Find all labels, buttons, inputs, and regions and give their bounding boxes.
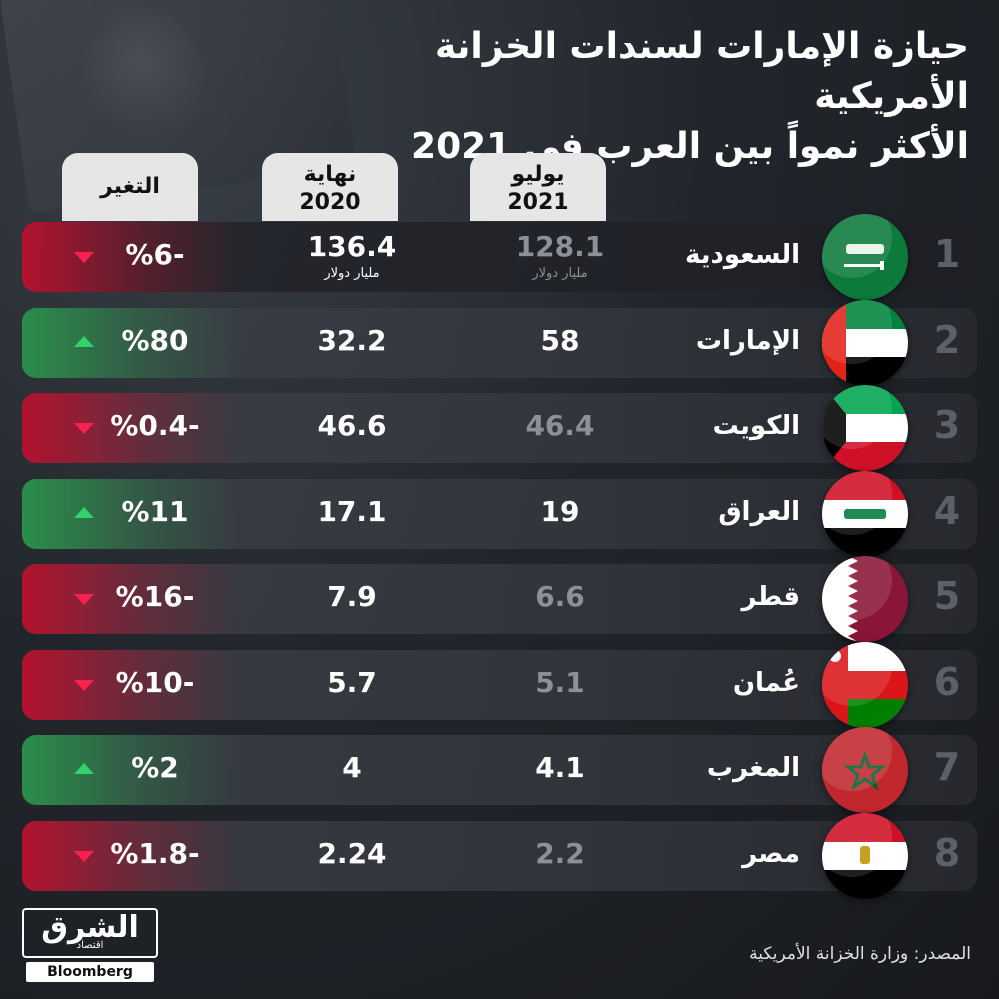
country-name: مصر	[742, 838, 800, 869]
table-row: 8 مصر 2.2 2.24 %1.8-	[22, 812, 977, 899]
value-july-2021: 128.1	[515, 230, 605, 263]
flag-kuwait-icon	[822, 385, 908, 471]
value-end-2020: 17.1	[317, 494, 387, 528]
country-name: الكويت	[712, 411, 800, 441]
table-row: 1 السعودية 128.1 136.4 %6- مليار دولار مليار د…	[22, 214, 977, 300]
value-end-2020: 136.4	[307, 230, 397, 263]
country-name: الإمارات	[695, 325, 800, 356]
change-highlight	[22, 820, 242, 891]
table-row: 2 الإمارات 58 32.2 %80	[22, 299, 977, 386]
value-july-2021: 46.4	[525, 409, 595, 442]
flag-uae-icon	[822, 299, 908, 386]
arrow-down-icon	[74, 594, 94, 605]
logo-bloomberg: Bloomberg	[26, 962, 154, 982]
flag-oman-icon	[822, 641, 908, 728]
table-row: 7 المغرب 4.1 4 %2	[22, 727, 977, 813]
value-end-2020: 4	[342, 751, 362, 784]
value-july-2021: 5.1	[535, 665, 585, 699]
value-end-2020: 2.24	[317, 836, 387, 870]
change-percent: %16-	[115, 580, 195, 613]
arrow-down-icon	[74, 679, 94, 691]
arrow-down-icon	[74, 423, 94, 434]
arrow-down-icon	[74, 252, 94, 263]
flag-qatar-icon	[822, 556, 908, 642]
flag-morocco-icon	[822, 727, 908, 813]
change-percent: %10-	[115, 665, 195, 699]
change-percent: %11	[121, 494, 189, 528]
rank-number: 8	[933, 830, 961, 875]
header-end-line2: 2020	[299, 190, 361, 215]
change-highlight	[22, 307, 242, 378]
change-percent: %0.4-	[110, 409, 200, 442]
country-name: العراق	[718, 496, 800, 527]
rank-number: 1	[933, 232, 961, 276]
country-name: قطر	[741, 582, 800, 612]
change-percent: %80	[121, 323, 189, 357]
unit-july-2021: مليار دولار	[532, 266, 588, 281]
change-highlight	[22, 478, 242, 549]
rank-number: 3	[933, 403, 961, 447]
header-change: التغير	[62, 153, 198, 221]
country-name: المغرب	[706, 753, 800, 783]
table-row: 3 الكويت 46.4 46.6 %0.4-	[22, 385, 977, 471]
rank-number: 2	[933, 317, 961, 362]
header-end-line1: نهاية	[303, 162, 357, 187]
header-change-label: التغير	[100, 174, 160, 199]
flag-saudi-icon	[822, 214, 908, 300]
rank-number: 5	[933, 574, 961, 618]
rank-number: 7	[933, 745, 961, 789]
title-line-1: حيازة الإمارات لسندات الخزانة الأمريكية	[435, 26, 969, 117]
arrow-up-icon	[74, 763, 94, 774]
change-highlight	[22, 393, 242, 463]
change-percent: %2	[131, 751, 179, 784]
change-highlight	[22, 735, 242, 805]
value-july-2021: 19	[540, 494, 580, 528]
flag-iraq-icon	[822, 470, 908, 557]
change-highlight	[22, 649, 242, 720]
table-row: 4 العراق 19 17.1 %11	[22, 470, 977, 557]
logo-box	[22, 908, 158, 958]
table-row: 5 قطر 6.6 7.9 %16-	[22, 556, 977, 642]
logo-sub: اقتصاد	[76, 940, 104, 951]
header-july-line1: يوليو	[511, 162, 565, 187]
flag-egypt-icon	[822, 812, 908, 899]
logo-arabic: الشرق	[41, 910, 139, 945]
value-july-2021: 58	[540, 323, 580, 357]
change-highlight	[22, 564, 242, 634]
arrow-up-icon	[74, 506, 94, 518]
arrow-down-icon	[74, 850, 94, 862]
header-end-2020: نهاية 2020	[262, 153, 398, 221]
header-july-2021: يوليو 2021	[470, 153, 606, 221]
unit-end-2020: مليار دولار	[324, 266, 380, 281]
value-end-2020: 7.9	[327, 580, 377, 613]
arrow-up-icon	[74, 335, 94, 347]
value-end-2020: 32.2	[317, 323, 387, 357]
value-july-2021: 2.2	[535, 836, 585, 870]
rank-number: 6	[933, 659, 961, 704]
table-row: 6 عُمان 5.1 5.7 %10-	[22, 641, 977, 728]
change-percent: %1.8-	[110, 836, 200, 870]
header-july-line2: 2021	[507, 190, 569, 215]
source-note: المصدر: وزارة الخزانة الأمريكية	[749, 944, 971, 964]
value-july-2021: 4.1	[535, 751, 585, 784]
rank-number: 4	[933, 488, 961, 533]
change-highlight	[22, 222, 242, 292]
country-name: السعودية	[685, 240, 800, 270]
value-end-2020: 46.6	[317, 409, 387, 442]
value-end-2020: 5.7	[327, 665, 377, 699]
change-percent: %6-	[125, 238, 185, 271]
chart-title: حيازة الإمارات لسندات الخزانة الأمريكية …	[329, 22, 969, 172]
asharq-bloomberg-logo: الشرق اقتصاد Bloomberg	[22, 908, 158, 982]
bill-portrait	[72, 0, 212, 154]
value-july-2021: 6.6	[535, 580, 585, 613]
country-name: عُمان	[732, 667, 800, 698]
